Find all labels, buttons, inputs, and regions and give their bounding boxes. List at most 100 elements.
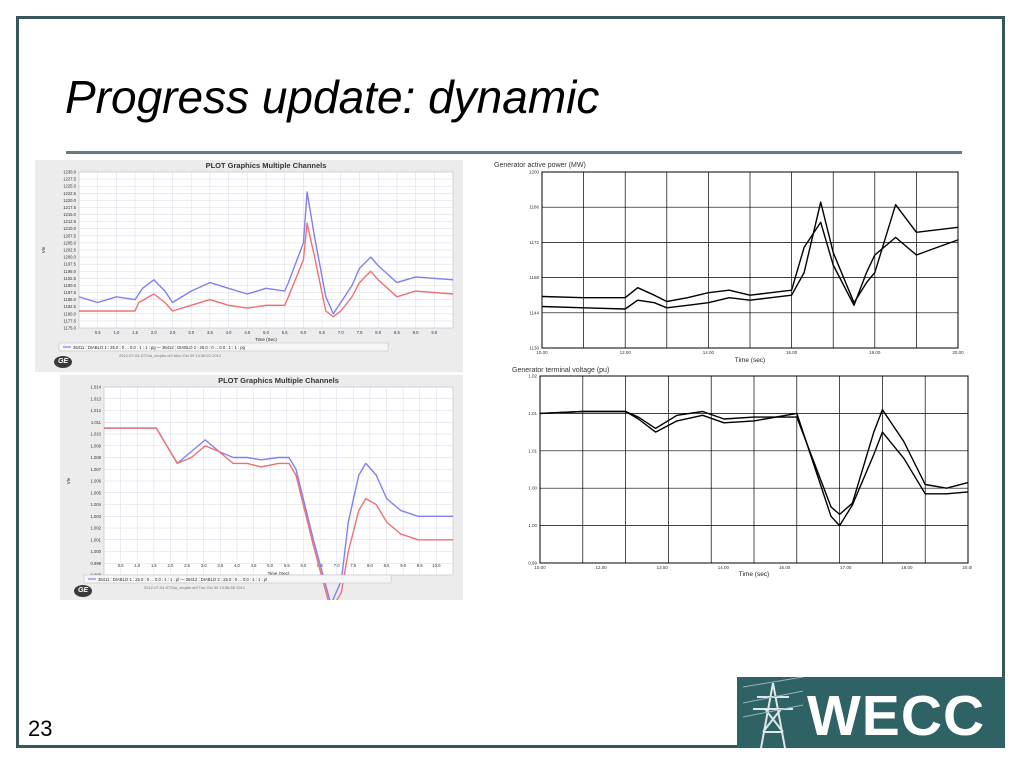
x-tick-label: 5.5 (284, 563, 290, 568)
x-tick-label: 4.0 (226, 330, 232, 335)
y-tick-label: 1172 (529, 240, 539, 245)
x-tick-label: 7.0 (338, 330, 344, 335)
x-tick-label: 7.0 (334, 563, 340, 568)
chart-bottom-right: Generator terminal voltage (pu) 1.02 1.01 1… (510, 366, 972, 582)
x-tick-label: 4.5 (251, 563, 257, 568)
footer-text: 2012-07-04-0725a_cnqtbe.chf Tue Oct 30 1… (144, 585, 246, 590)
y-tick-label: 1.02 (528, 374, 537, 379)
y-tick-label: 1.000 (91, 549, 102, 554)
x-tick-label: 1.0 (113, 330, 119, 335)
x-tick-label: 8.0 (367, 563, 373, 568)
x-tick-label: 3.5 (207, 330, 213, 335)
y-tick-label: 1.010 (91, 432, 102, 437)
x-tick-label: 8.0 (375, 330, 381, 335)
y-tick-label: 1220.0 (63, 198, 76, 203)
y-tick-label: 1.003 (91, 514, 102, 519)
x-tick-label: 0.5 (118, 563, 124, 568)
x-tick-label: 9.5 (431, 330, 437, 335)
y-tick-label: 1.005 (91, 490, 102, 495)
x-tick-label: 8.5 (394, 330, 400, 335)
y-axis-label: Vle (66, 477, 71, 484)
slide-title: Progress update: dynamic (65, 71, 600, 123)
chart-top-right-svg: Generator active power (MW)1200 1186 1172 1… (494, 162, 964, 364)
chart-bottom-left: PLOT Graphics Multiple Channels 1.014 1.01… (60, 375, 463, 600)
x-tick-label: 7.5 (350, 563, 356, 568)
legend-box (83, 574, 392, 584)
y-tick-label: 1.012 (91, 408, 102, 413)
x-tick-label: 5.5 (282, 330, 288, 335)
y-tick-label: 1175.0 (64, 326, 77, 331)
x-tick-label: 10.0 (432, 563, 441, 568)
x-axis-label: Time (Sec) (255, 337, 277, 342)
transmission-tower-icon (743, 677, 803, 748)
page-number: 23 (28, 716, 53, 741)
y-tick-label: 1186 (529, 205, 539, 210)
x-tick-label: 6.0 (300, 330, 306, 335)
x-tick-label: 18.00 (901, 565, 913, 570)
x-tick-label: 3.5 (217, 563, 223, 568)
x-tick-label: 16.00 (786, 350, 798, 355)
y-tick-label: 1.011 (91, 420, 102, 425)
y-tick-label: 1144 (529, 310, 539, 315)
x-tick-label: 2.5 (170, 330, 176, 335)
chart-title: PLOT Graphics Multiple Channels (206, 161, 327, 170)
title-rule (66, 151, 962, 154)
chart-top-left: PLOT Graphics Multiple Channels 1230.0 122… (35, 160, 463, 372)
y-tick-label: 1217.5 (63, 205, 76, 210)
x-tick-label: 1.5 (151, 563, 157, 568)
y-tick-label: 1222.5 (63, 191, 76, 196)
x-tick-label: 14.00 (703, 350, 715, 355)
y-tick-label: 1225.0 (63, 184, 76, 189)
x-tick-label: 9.0 (413, 330, 419, 335)
series-line-2 (541, 201, 959, 310)
y-tick-label: 1.009 (91, 443, 102, 448)
y-tick-label: 1.004 (91, 502, 102, 507)
y-tick-label: 1200.0 (63, 255, 76, 260)
y-tick-label: 1.01 (528, 411, 537, 416)
y-tick-label: 1130 (529, 346, 539, 351)
x-tick-label: 20.00 (962, 565, 972, 570)
y-tick-label: 1.013 (91, 396, 102, 401)
y-tick-label: 1.007 (91, 467, 102, 472)
y-tick-label: 1185.0 (64, 297, 77, 302)
x-tick-label: 6.5 (319, 330, 325, 335)
series-line-1 (541, 221, 959, 307)
series-line-2 (79, 222, 454, 318)
chart-top-left-svg: PLOT Graphics Multiple Channels 1230.0 122… (41, 161, 454, 358)
chart-title: PLOT Graphics Multiple Channels (218, 376, 339, 385)
x-tick-label: 16.00 (779, 565, 791, 570)
y-tick-label: 1202.5 (63, 248, 76, 253)
x-axis-label: Time (sec) (735, 357, 765, 364)
x-tick-label: 5.0 (267, 563, 273, 568)
x-tick-label: 7.5 (357, 330, 363, 335)
y-tick-label: 1227.5 (63, 177, 76, 182)
x-tick-label: 20.00 (952, 350, 964, 355)
y-tick-label: 1.01 (528, 448, 537, 453)
y-tick-label: 1.001 (91, 537, 102, 542)
legend-text: 36411 : DIABLO 1 : 25.0 : 0 ... 0.0 : 1 … (73, 345, 246, 350)
x-tick-label: 10.00 (534, 565, 546, 570)
x-tick-label: 2.0 (168, 563, 174, 568)
x-tick-label: 2.0 (151, 330, 157, 335)
y-axis-label: Vle (41, 246, 46, 253)
y-tick-label: 1.008 (91, 455, 102, 460)
y-tick-label: 1197.5 (64, 262, 77, 267)
y-tick-label: 1.00 (528, 523, 537, 528)
x-tick-label: 8.5 (384, 563, 390, 568)
x-tick-label: 4.0 (234, 563, 240, 568)
ge-logo-icon: GE (54, 356, 72, 368)
y-tick-label: 1215.0 (63, 212, 76, 217)
logo-text: WECC (807, 684, 986, 748)
y-tick-label: 1212.5 (63, 219, 76, 224)
chart-bottom-right-svg: Generator terminal voltage (pu)1.02 1.01 1… (512, 367, 972, 578)
y-tick-label: 1187.5 (64, 290, 77, 295)
x-tick-label: 6.0 (301, 563, 307, 568)
x-tick-label: 0.5 (95, 330, 101, 335)
x-tick-label: 14.00 (718, 565, 730, 570)
legend-text: 36411 : DIABLO 1 : 25.0 : 0 ... 0.0 : 1 … (98, 577, 267, 582)
y-tick-label: 1177.5 (64, 318, 77, 323)
x-tick-label: 17.00 (840, 565, 852, 570)
footer-text: 2012-07-04-0725a_cnqtbe.chf Mon Oct 29 1… (119, 353, 222, 358)
x-tick-label: 12.00 (620, 350, 632, 355)
chart-bottom-left-svg: PLOT Graphics Multiple Channels1.0141.01… (66, 376, 454, 600)
